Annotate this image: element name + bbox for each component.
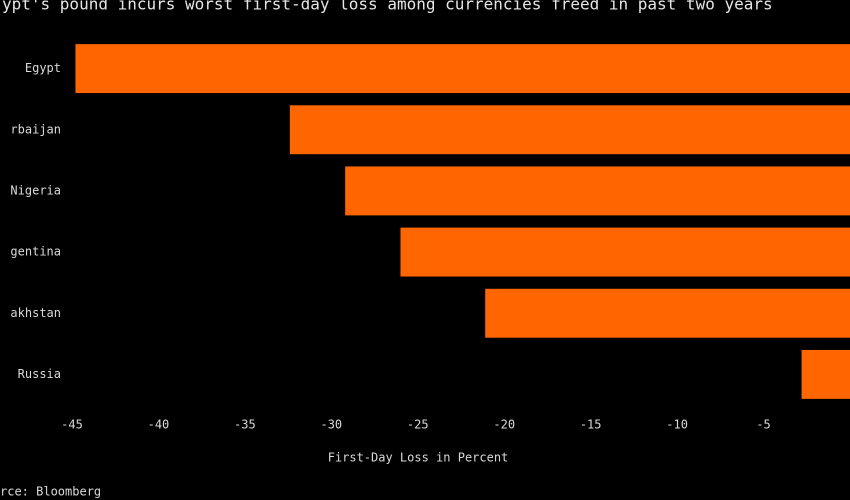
y-tick-label: rbaijan [10, 122, 61, 136]
x-tick-label: -45 [61, 418, 83, 432]
y-tick-label: Egypt [25, 61, 61, 75]
chart-title: ypt's pound incurs worst first-day loss … [2, 0, 773, 14]
y-tick-label: akhstan [10, 306, 61, 320]
x-tick-label: -20 [493, 418, 515, 432]
bar [345, 166, 850, 216]
x-tick-label: -15 [580, 418, 602, 432]
bar [289, 105, 850, 155]
bar [75, 44, 850, 94]
x-tick-label: -35 [234, 418, 256, 432]
x-tick-label: -30 [320, 418, 342, 432]
x-tick-label: -5 [756, 418, 770, 432]
x-tick-label: -40 [148, 418, 170, 432]
x-axis-label: First-Day Loss in Percent [328, 451, 509, 465]
bar [485, 288, 850, 338]
x-tick-label: -25 [407, 418, 429, 432]
y-tick-label: Nigeria [10, 183, 61, 197]
x-tick-label: -10 [666, 418, 688, 432]
y-tick-label: Russia [18, 367, 61, 381]
bar [801, 349, 850, 399]
source: rce: Bloomberg [0, 485, 101, 499]
bar [400, 227, 850, 277]
y-tick-label: gentina [10, 245, 61, 259]
